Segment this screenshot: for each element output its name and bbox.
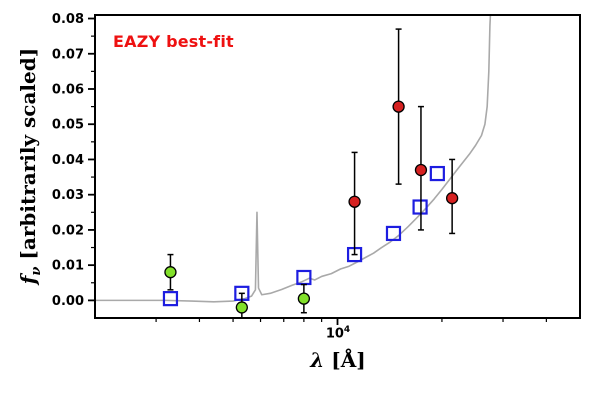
svg-text:0.03: 0.03 xyxy=(52,188,84,203)
y-axis-label: fν [arbitrarily scaled] xyxy=(16,48,44,284)
svg-text:0.04: 0.04 xyxy=(52,153,84,168)
y-axis-label-text: [arbitrarily scaled] xyxy=(16,47,40,267)
x-axis-label: λ [Å] xyxy=(310,348,365,372)
x-axis-tick-label-1e4: 104 xyxy=(325,325,351,342)
svg-text:0.02: 0.02 xyxy=(52,223,84,238)
svg-text:0.07: 0.07 xyxy=(52,47,84,62)
y-axis-symbol: f xyxy=(16,275,40,285)
svg-text:0.08: 0.08 xyxy=(52,12,84,27)
svg-text:0.05: 0.05 xyxy=(52,118,84,133)
svg-text:0.00: 0.00 xyxy=(52,294,84,309)
svg-text:0.01: 0.01 xyxy=(52,259,84,274)
annotation-eazy-best-fit: EAZY best-fit xyxy=(113,32,234,51)
svg-text:0.06: 0.06 xyxy=(52,82,84,97)
y-axis-subscript: ν xyxy=(29,266,44,276)
x-axis-label-text: [Å] xyxy=(324,348,366,372)
x-axis-symbol: λ xyxy=(310,348,325,372)
